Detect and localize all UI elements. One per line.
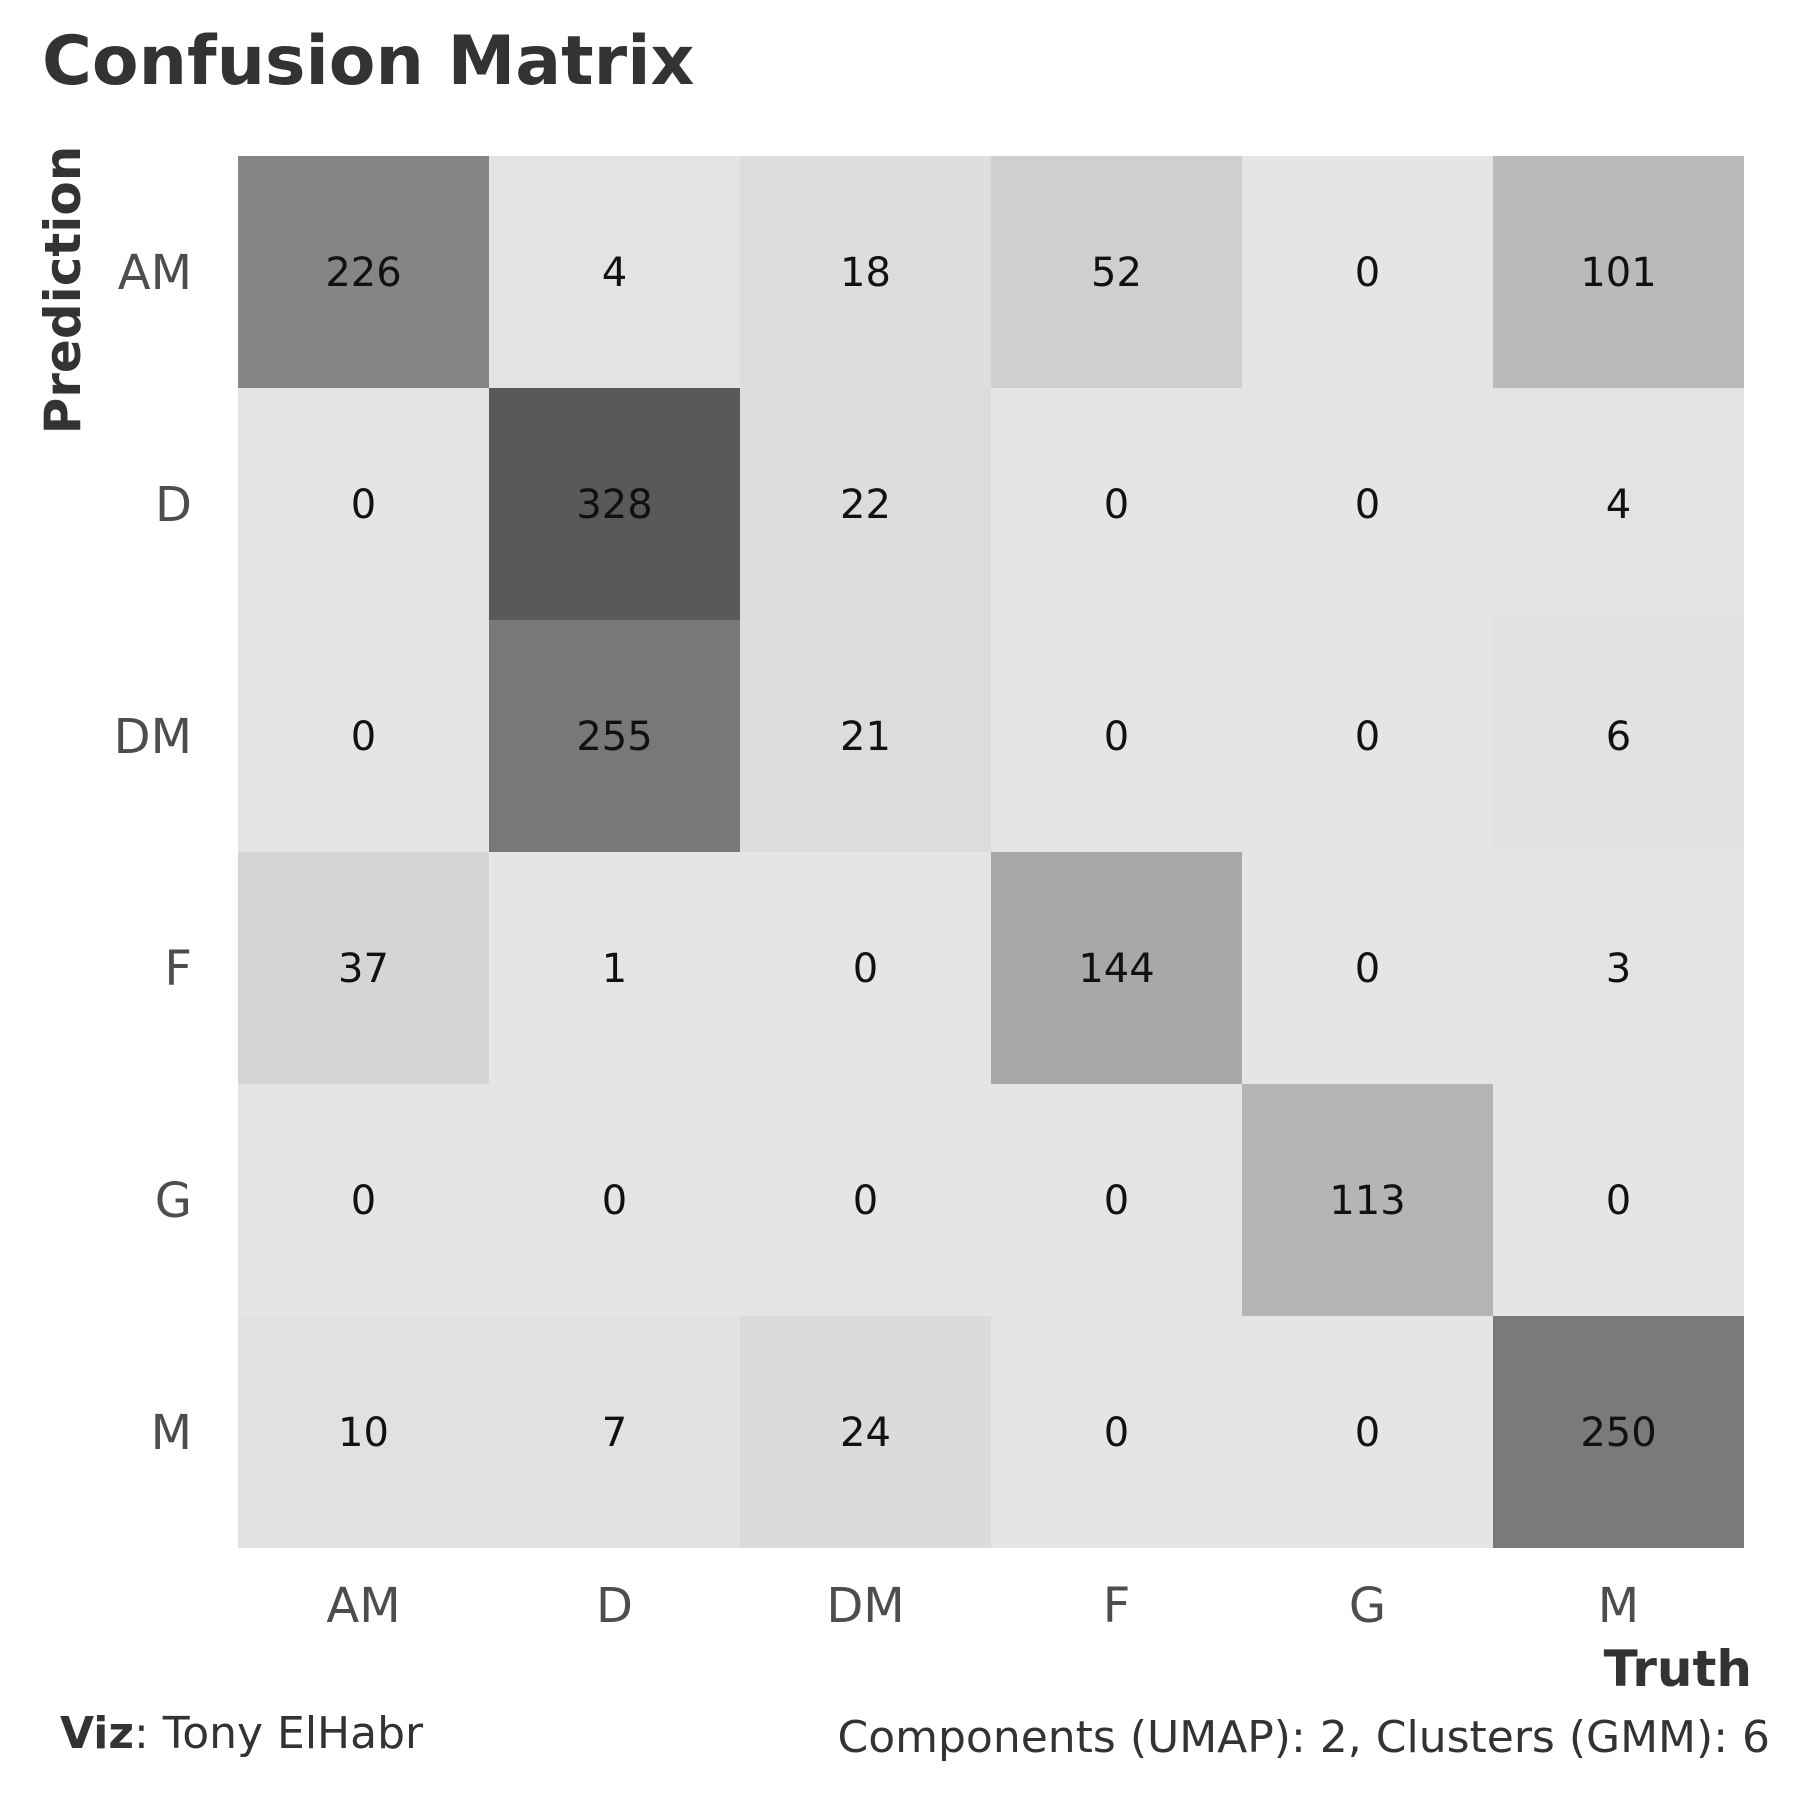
heatmap-cell: [1493, 620, 1744, 852]
heatmap-cell: [1493, 156, 1744, 388]
heatmap-cell: [1242, 852, 1493, 1084]
heatmap-cell: [1242, 620, 1493, 852]
cell-value-label: 0: [1355, 714, 1380, 760]
x-tick-label: F: [1103, 1578, 1131, 1634]
heatmap-cell: [1242, 1084, 1493, 1316]
heatmap-cell: [740, 156, 991, 388]
cell-value-label: 0: [1355, 946, 1380, 992]
cell-value-label: 4: [1606, 482, 1631, 528]
cell-value-label: 0: [1355, 1410, 1380, 1456]
heatmap-cell: [489, 852, 740, 1084]
heatmap-cell: [238, 1316, 489, 1548]
cell-value-label: 6: [1606, 714, 1631, 760]
x-tick-label: DM: [826, 1578, 904, 1634]
cell-value-label: 0: [1104, 482, 1129, 528]
cell-value-label: 37: [338, 946, 389, 992]
cell-value-label: 0: [853, 946, 878, 992]
caption-model-info: Components (UMAP): 2, Clusters (GMM): 6: [837, 1712, 1770, 1763]
y-axis-ticks: AM D DM F G M: [114, 245, 192, 1461]
heatmap-cell: [1242, 156, 1493, 388]
heatmap-cell: [1493, 1084, 1744, 1316]
cell-value-label: 3: [1606, 946, 1631, 992]
cell-value-label: 0: [351, 714, 376, 760]
heatmap-cell: [740, 1084, 991, 1316]
cell-value-label: 144: [1078, 946, 1154, 992]
heatmap-cell: [991, 156, 1242, 388]
y-tick-label: D: [155, 477, 192, 533]
heatmap-cell: [1242, 388, 1493, 620]
cell-value-label: 0: [602, 1178, 627, 1224]
y-axis-label: Prediction: [34, 146, 92, 435]
heatmap-cell: [238, 852, 489, 1084]
cell-value-label: 0: [853, 1178, 878, 1224]
heatmap-cell: [991, 1084, 1242, 1316]
cell-value-label: 52: [1091, 250, 1142, 296]
heatmap-cell: [991, 620, 1242, 852]
x-axis-label: Truth: [1604, 1640, 1752, 1698]
cell-value-label: 22: [840, 482, 891, 528]
cell-value-label: 0: [1104, 1178, 1129, 1224]
chart-title: Confusion Matrix: [42, 22, 695, 101]
x-axis-ticks: AM D DM F G M: [326, 1578, 1639, 1634]
cell-value-label: 0: [1104, 714, 1129, 760]
heatmap-cell: [740, 388, 991, 620]
heatmap-cell: [489, 620, 740, 852]
y-tick-label: G: [155, 1173, 192, 1229]
y-tick-label: M: [151, 1405, 192, 1461]
caption-credit: Viz: Tony ElHabr: [60, 1708, 423, 1759]
heatmap-cell: [238, 388, 489, 620]
heatmap-cell: [740, 1316, 991, 1548]
cell-value-label: 0: [1104, 1410, 1129, 1456]
cell-value-label: 328: [576, 482, 652, 528]
cell-value-label: 24: [840, 1410, 891, 1456]
heatmap-cell: [489, 1084, 740, 1316]
cell-value-label: 21: [840, 714, 891, 760]
y-tick-label: AM: [118, 245, 192, 301]
heatmap-cell: [238, 1084, 489, 1316]
heatmap-cell: [1242, 1316, 1493, 1548]
heatmap-cell: [740, 852, 991, 1084]
cell-value-label: 0: [1355, 482, 1380, 528]
cell-value-label: 255: [576, 714, 652, 760]
cell-value-label: 0: [1355, 250, 1380, 296]
cell-value-label: 0: [351, 1178, 376, 1224]
cell-value-label: 226: [325, 250, 401, 296]
y-tick-label: F: [164, 941, 192, 997]
x-tick-label: D: [596, 1578, 633, 1634]
heatmap-cell: [991, 388, 1242, 620]
heatmap-cell: [1493, 852, 1744, 1084]
cell-value-label: 0: [351, 482, 376, 528]
heatmap-cells: [238, 156, 1744, 1548]
cell-value-label: 0: [1606, 1178, 1631, 1224]
heatmap-cell: [238, 620, 489, 852]
heatmap-cell: [740, 620, 991, 852]
x-tick-label: AM: [326, 1578, 400, 1634]
x-tick-label: M: [1598, 1578, 1639, 1634]
heatmap-cell: [1493, 1316, 1744, 1548]
cell-value-label: 1: [602, 946, 627, 992]
cell-value-label: 18: [840, 250, 891, 296]
heatmap-cell: [991, 1316, 1242, 1548]
heatmap-cell: [238, 156, 489, 388]
heatmap-cell: [1493, 388, 1744, 620]
cell-value-label: 7: [602, 1410, 627, 1456]
heatmap-cell: [489, 388, 740, 620]
caption-credit-name: : Tony ElHabr: [133, 1708, 424, 1759]
heatmap-cell: [991, 852, 1242, 1084]
y-tick-label: DM: [114, 709, 192, 765]
cell-value-label: 10: [338, 1410, 389, 1456]
cell-value-label: 101: [1580, 250, 1656, 296]
caption-credit-label: Viz: [60, 1708, 134, 1759]
heatmap-cell: [489, 156, 740, 388]
x-tick-label: G: [1349, 1578, 1386, 1634]
cell-value-label: 113: [1329, 1178, 1405, 1224]
cell-value-label: 250: [1580, 1410, 1656, 1456]
heatmap-cell: [489, 1316, 740, 1548]
cell-value-label: 4: [602, 250, 627, 296]
